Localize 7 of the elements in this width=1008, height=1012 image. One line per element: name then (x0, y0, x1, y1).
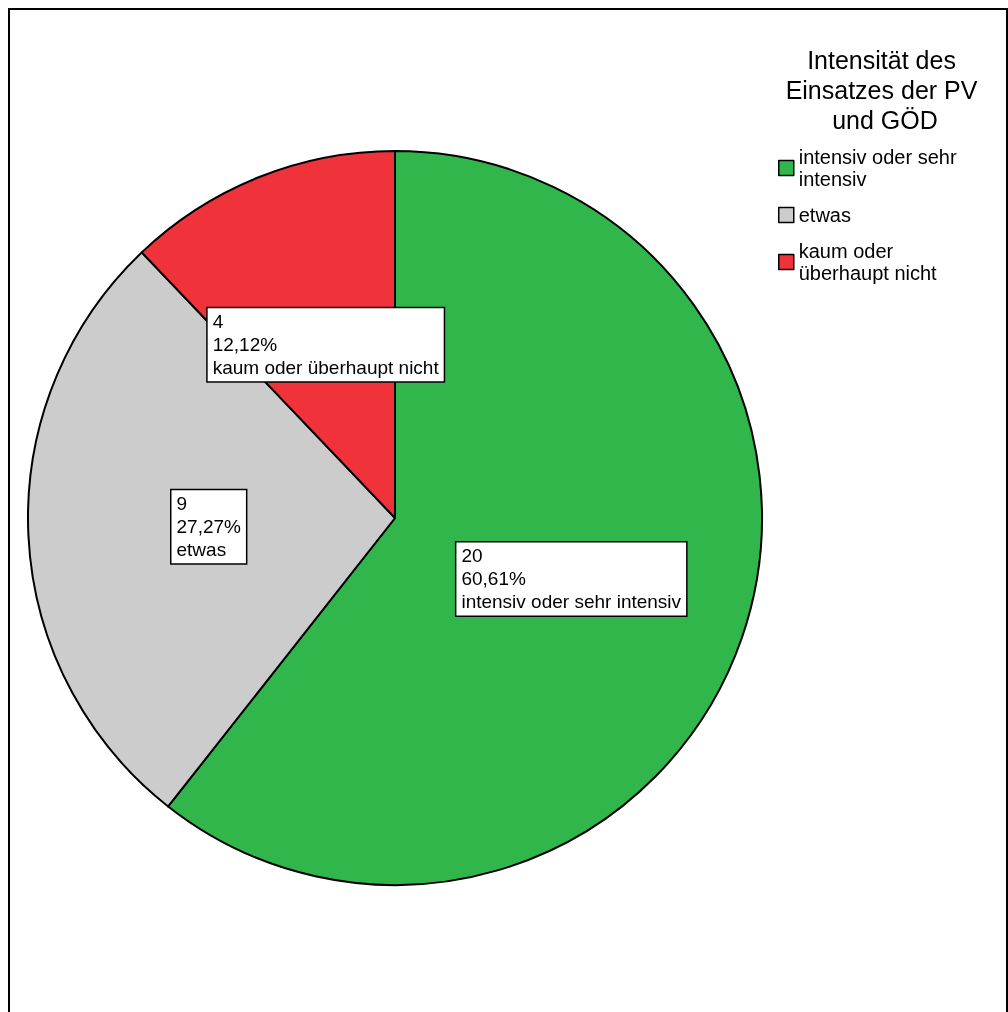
legend-label: etwas (798, 204, 851, 226)
legend-label: kaum oder überhaupt nicht (798, 240, 938, 284)
slice-label: intensiv oder sehr intensiv (461, 591, 682, 613)
legend-label: intensiv oder sehr intensiv (798, 146, 957, 190)
slice-label: kaum oder überhaupt nicht (212, 357, 440, 379)
slice-label: etwas (176, 539, 227, 561)
legend-title: Intensität des Einsatzes der PV und GÖD (785, 46, 985, 134)
